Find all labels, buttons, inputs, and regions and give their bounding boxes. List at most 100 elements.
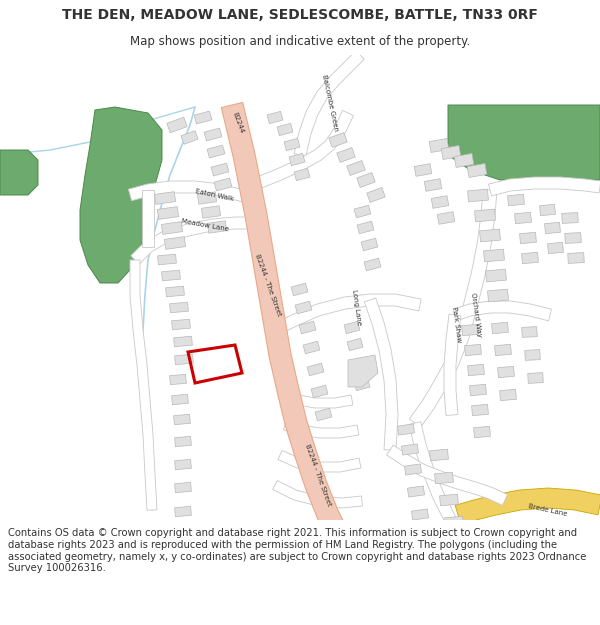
Polygon shape <box>444 314 461 416</box>
Polygon shape <box>472 404 488 416</box>
Polygon shape <box>467 364 484 376</box>
Polygon shape <box>407 486 425 497</box>
Polygon shape <box>202 206 221 218</box>
Polygon shape <box>303 341 320 354</box>
Polygon shape <box>172 394 188 404</box>
Polygon shape <box>488 289 508 302</box>
Polygon shape <box>565 232 581 243</box>
Polygon shape <box>414 164 432 176</box>
Polygon shape <box>520 232 536 244</box>
Polygon shape <box>440 494 458 506</box>
Polygon shape <box>172 319 190 330</box>
Polygon shape <box>348 355 378 387</box>
Polygon shape <box>455 488 600 524</box>
Polygon shape <box>548 242 563 254</box>
Polygon shape <box>448 105 600 180</box>
Polygon shape <box>299 321 316 334</box>
Polygon shape <box>539 204 556 216</box>
Polygon shape <box>484 249 505 262</box>
Polygon shape <box>347 338 363 351</box>
Polygon shape <box>464 344 481 356</box>
Polygon shape <box>351 358 367 371</box>
Text: B2244: B2244 <box>232 111 245 134</box>
Polygon shape <box>386 445 508 506</box>
Polygon shape <box>453 301 551 321</box>
Polygon shape <box>347 161 365 176</box>
Polygon shape <box>461 324 478 336</box>
Polygon shape <box>164 237 185 249</box>
Polygon shape <box>158 254 176 265</box>
Text: Orchard Way: Orchard Way <box>470 292 482 338</box>
Polygon shape <box>500 389 517 401</box>
Polygon shape <box>522 327 537 338</box>
Polygon shape <box>485 269 506 282</box>
Polygon shape <box>404 464 422 475</box>
Polygon shape <box>294 51 364 156</box>
Polygon shape <box>515 213 532 224</box>
Polygon shape <box>175 482 191 492</box>
Polygon shape <box>278 451 361 472</box>
Polygon shape <box>161 270 181 281</box>
Polygon shape <box>441 146 461 159</box>
Polygon shape <box>357 173 375 188</box>
Polygon shape <box>170 302 188 312</box>
Polygon shape <box>175 459 191 469</box>
Polygon shape <box>397 424 415 435</box>
Polygon shape <box>283 420 359 438</box>
Polygon shape <box>167 118 187 132</box>
Text: Map shows position and indicative extent of the property.: Map shows position and indicative extent… <box>130 35 470 48</box>
Polygon shape <box>361 238 378 251</box>
Polygon shape <box>431 196 449 208</box>
Polygon shape <box>130 260 157 510</box>
Polygon shape <box>525 349 540 361</box>
Polygon shape <box>491 322 508 334</box>
Polygon shape <box>173 336 193 347</box>
Polygon shape <box>437 212 455 224</box>
Polygon shape <box>467 164 487 177</box>
Polygon shape <box>434 472 454 484</box>
Polygon shape <box>307 363 324 376</box>
Polygon shape <box>197 192 217 204</box>
Polygon shape <box>204 128 222 141</box>
Text: Contains OS data © Crown copyright and database right 2021. This information is : Contains OS data © Crown copyright and d… <box>8 528 586 573</box>
Polygon shape <box>154 192 176 204</box>
Polygon shape <box>208 221 227 233</box>
Polygon shape <box>289 153 305 166</box>
Polygon shape <box>170 374 187 384</box>
Polygon shape <box>521 253 538 264</box>
Polygon shape <box>445 516 463 528</box>
Polygon shape <box>354 205 371 217</box>
Polygon shape <box>267 111 283 124</box>
Polygon shape <box>161 222 182 234</box>
Text: THE DEN, MEADOW LANE, SEDLESCOMBE, BATTLE, TN33 0RF: THE DEN, MEADOW LANE, SEDLESCOMBE, BATTL… <box>62 8 538 22</box>
Polygon shape <box>142 190 154 247</box>
Polygon shape <box>181 131 198 144</box>
Text: B2244 - The Street: B2244 - The Street <box>304 443 332 507</box>
Polygon shape <box>221 102 348 540</box>
Polygon shape <box>470 384 487 396</box>
Polygon shape <box>211 163 229 176</box>
Polygon shape <box>214 178 232 191</box>
Polygon shape <box>277 123 293 136</box>
Polygon shape <box>272 294 421 336</box>
Polygon shape <box>283 391 353 408</box>
Polygon shape <box>401 444 419 455</box>
Text: Meadow Lane: Meadow Lane <box>181 218 229 232</box>
Polygon shape <box>256 111 353 189</box>
Polygon shape <box>508 194 524 206</box>
Polygon shape <box>357 221 374 234</box>
Polygon shape <box>337 148 355 162</box>
Polygon shape <box>409 189 497 427</box>
Polygon shape <box>424 179 442 191</box>
Polygon shape <box>364 298 398 451</box>
Polygon shape <box>0 150 38 195</box>
Polygon shape <box>467 189 488 202</box>
Polygon shape <box>80 107 162 283</box>
Polygon shape <box>430 449 448 461</box>
Polygon shape <box>128 181 257 206</box>
Text: Brede Lane: Brede Lane <box>528 503 568 517</box>
Polygon shape <box>175 354 193 365</box>
Text: Eaton Walk: Eaton Walk <box>195 188 235 202</box>
Text: B2244 - The Street: B2244 - The Street <box>254 253 282 317</box>
Polygon shape <box>207 145 225 158</box>
